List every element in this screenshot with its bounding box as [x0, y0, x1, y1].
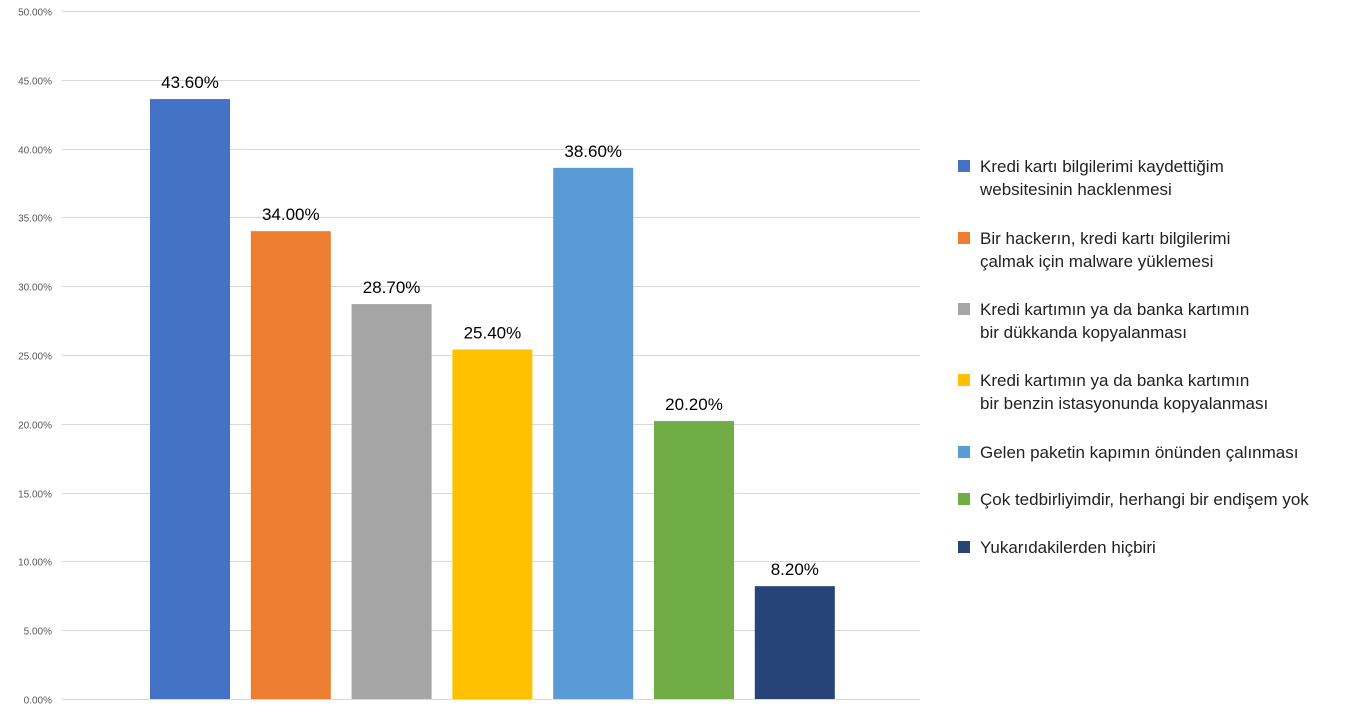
- legend-item: Kredi kartı bilgilerimi kaydettiğim websi…: [958, 155, 1224, 201]
- data-label: 34.00%: [262, 205, 320, 224]
- legend-item: Gelen paketin kapımın önünden çalınması: [958, 441, 1298, 464]
- bar: [351, 304, 432, 699]
- legend-swatch: [958, 493, 970, 505]
- y-tick-label: 35.00%: [18, 214, 52, 225]
- legend-label-line: websitesinin hacklenmesi: [980, 180, 1172, 199]
- legend-label: Bir hackerın, kredi kartı bilgilerimi çal…: [980, 227, 1230, 273]
- data-label: 20.20%: [665, 395, 723, 414]
- legend-item: Kredi kartımın ya da banka kartımın bir d…: [958, 298, 1249, 344]
- legend-label: Kredi kartımın ya da banka kartımın bir b…: [980, 369, 1268, 415]
- legend-label-line: Kredi kartımın ya da banka kartımın: [980, 300, 1250, 319]
- bar: [250, 231, 331, 699]
- data-label: 8.20%: [771, 560, 819, 579]
- y-tick-label: 10.00%: [18, 558, 52, 569]
- legend-label-line: Gelen paketin kapımın önünden çalınması: [980, 443, 1299, 462]
- legend-item: Kredi kartımın ya da banka kartımın bir b…: [958, 369, 1268, 415]
- y-tick-label: 15.00%: [18, 490, 52, 501]
- data-label: 43.60%: [161, 73, 219, 92]
- y-tick-label: 25.00%: [18, 352, 52, 363]
- legend-label-line: Bir hackerın, kredi kartı bilgilerimi: [980, 229, 1231, 248]
- legend-swatch: [958, 303, 970, 315]
- legend-swatch: [958, 160, 970, 172]
- y-tick-label: 50.00%: [18, 8, 52, 19]
- y-tick-label: 5.00%: [24, 627, 52, 638]
- y-tick-label: 40.00%: [18, 146, 52, 157]
- data-label: 28.70%: [363, 278, 421, 297]
- legend-item: Çok tedbirliyimdir, herhangi bir endişem…: [958, 488, 1309, 511]
- legend-label-line: bir dükkanda kopyalanması: [980, 323, 1187, 342]
- legend-item: Bir hackerın, kredi kartı bilgilerimi çal…: [958, 227, 1230, 273]
- legend-label-line: çalmak için malware yüklemesi: [980, 252, 1214, 271]
- bar: [150, 99, 230, 699]
- legend-label-line: Çok tedbirliyimdir, herhangi bir endişem…: [980, 490, 1309, 509]
- bar: [452, 349, 533, 699]
- legend-label: Kredi kartımın ya da banka kartımın bir d…: [980, 298, 1249, 344]
- legend-swatch: [958, 446, 970, 458]
- legend-label-line: bir benzin istasyonunda kopyalanması: [980, 394, 1269, 413]
- legend-item: Yukarıdakilerden hiçbiri: [958, 536, 1156, 559]
- y-tick-label: 20.00%: [18, 421, 52, 432]
- legend-label-line: Yukarıdakilerden hiçbiri: [980, 538, 1156, 557]
- legend-label: Yukarıdakilerden hiçbiri: [980, 536, 1156, 559]
- y-tick-label: 0.00%: [24, 696, 52, 707]
- legend-label-line: Kredi kartı bilgilerimi kaydettiğim: [980, 157, 1224, 176]
- data-label: 38.60%: [564, 142, 622, 161]
- bar: [754, 586, 835, 699]
- legend-label-line: Kredi kartımın ya da banka kartımın: [980, 371, 1250, 390]
- legend-swatch: [958, 541, 970, 553]
- y-tick-label: 45.00%: [18, 77, 52, 88]
- bar: [553, 167, 634, 699]
- legend-swatch: [958, 232, 970, 244]
- legend-label: Gelen paketin kapımın önünden çalınması: [980, 441, 1298, 464]
- bar-chart: 0.00% 5.00% 10.00% 15.00% 20.00% 25.00% 30.00%…: [18, 8, 920, 707]
- data-label: 25.40%: [464, 323, 522, 342]
- y-tick-label: 30.00%: [18, 283, 52, 294]
- legend-label: Kredi kartı bilgilerimi kaydettiğim websi…: [980, 155, 1224, 201]
- bar: [654, 421, 734, 699]
- legend-swatch: [958, 374, 970, 386]
- legend-label: Çok tedbirliyimdir, herhangi bir endişem…: [980, 488, 1309, 511]
